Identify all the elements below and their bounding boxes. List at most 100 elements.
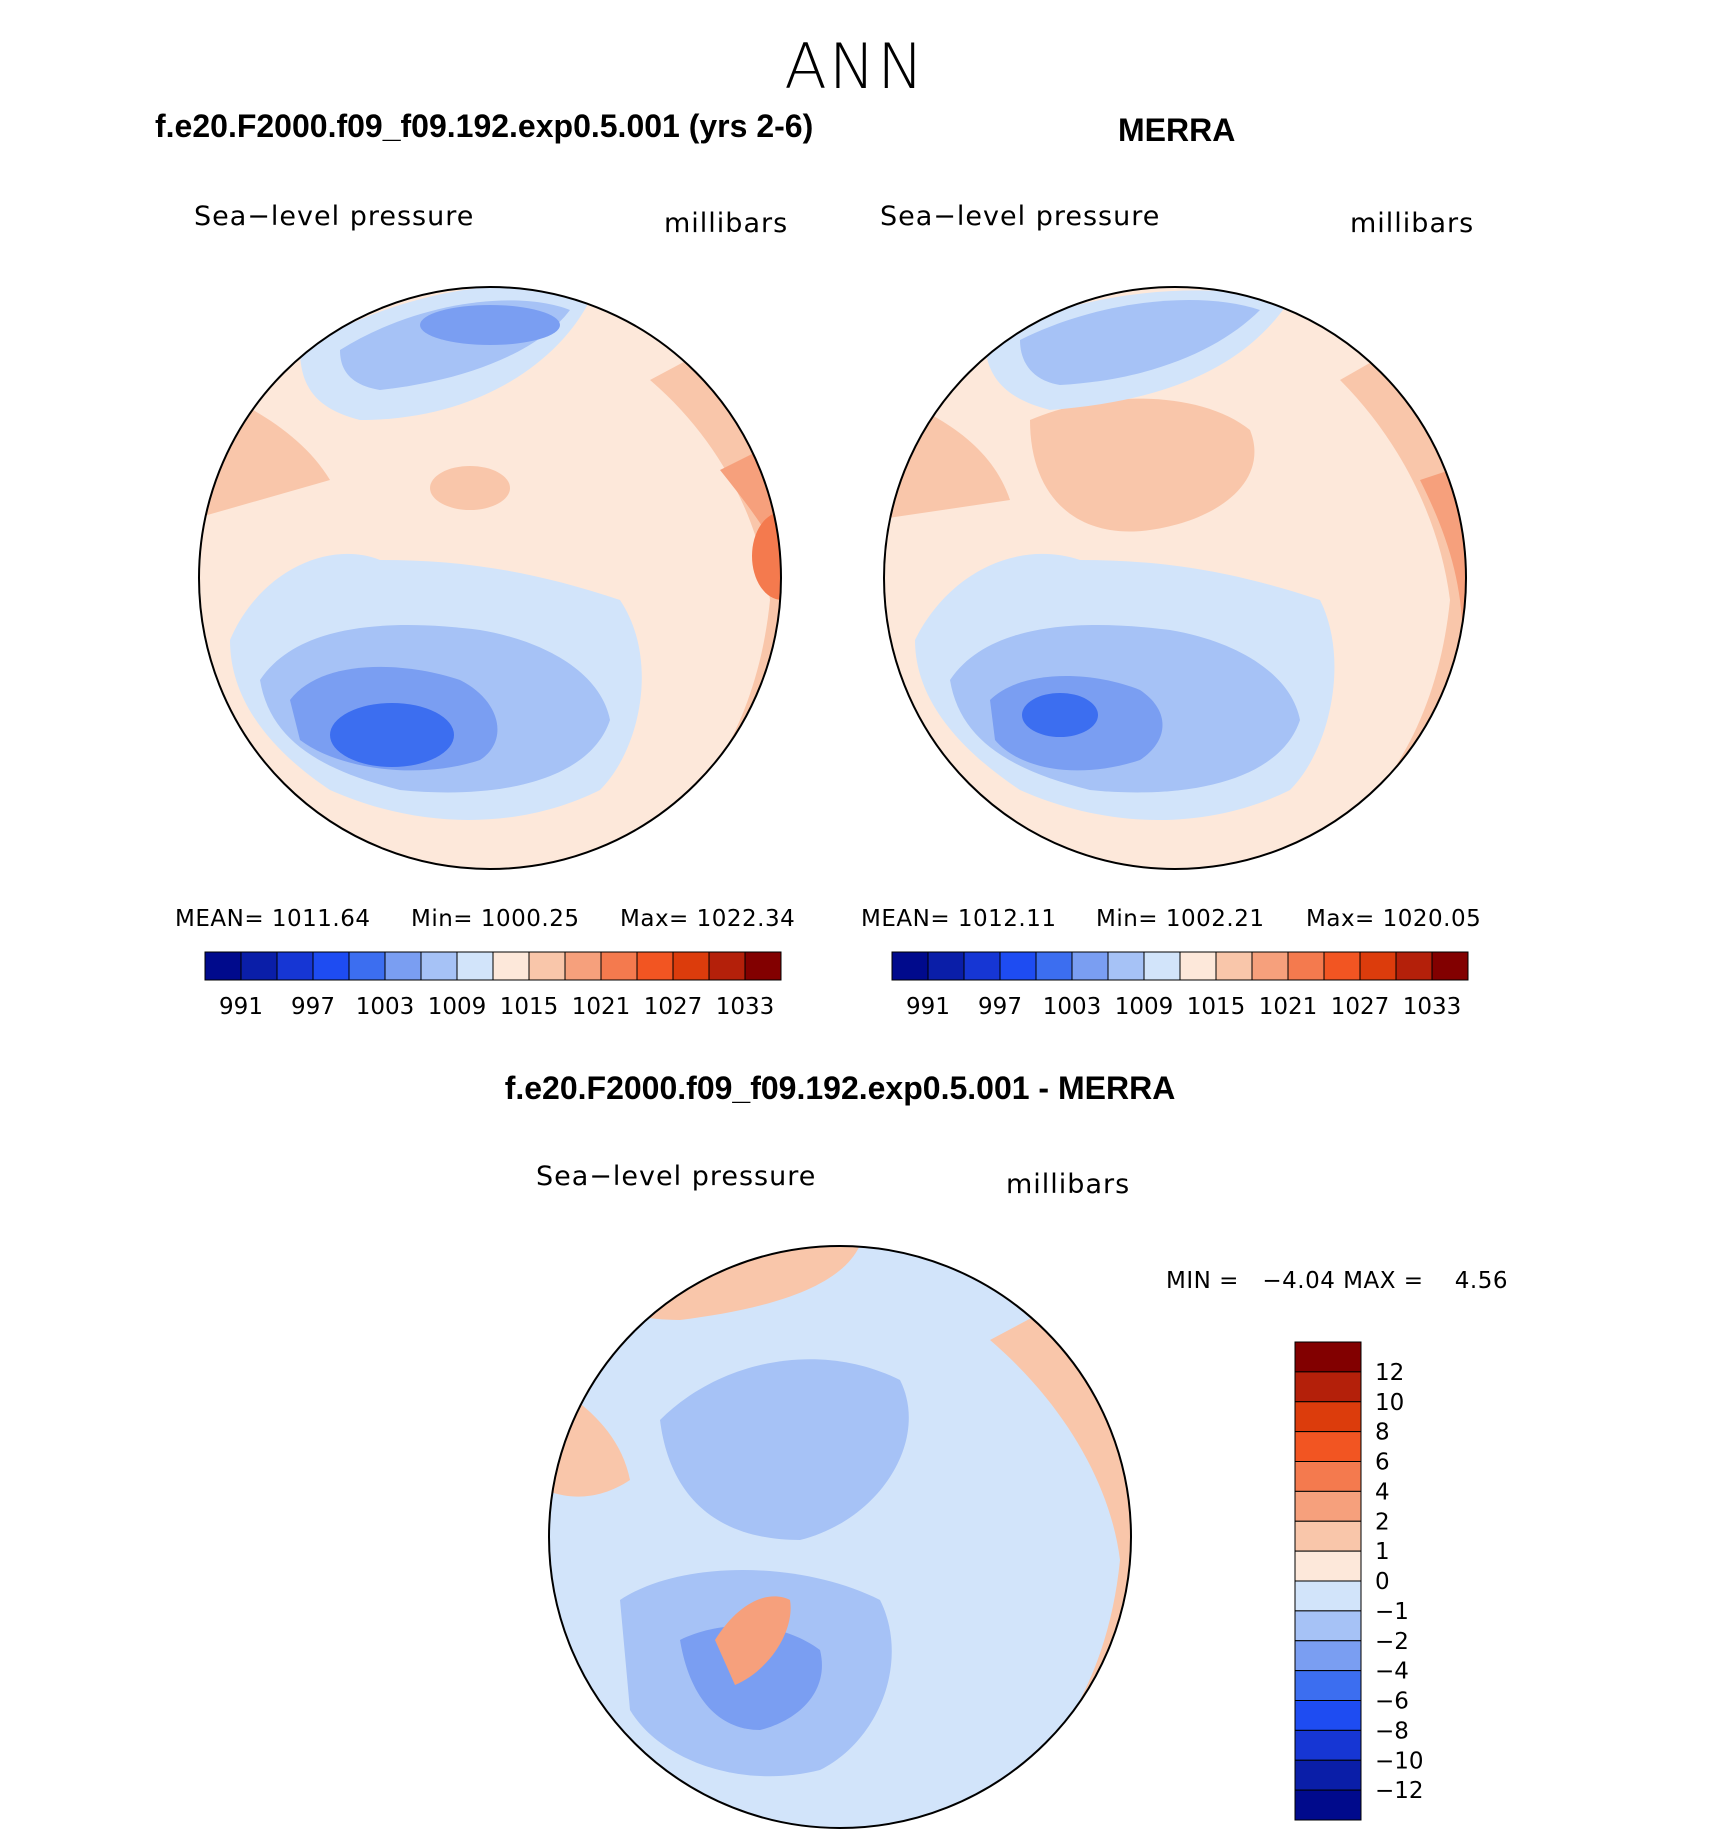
diff-colorbar-box <box>1294 1729 1362 1761</box>
model-min-label: Min= 1000.25 <box>411 906 580 932</box>
obs-field-low-atlantic-core <box>1022 693 1098 737</box>
obs-colorbar-tick-label: 1015 <box>1187 994 1246 1020</box>
diff-colorbar-tick-label: −2 <box>1375 1629 1409 1655</box>
diff-field-neg-atlantic-core <box>680 1626 822 1730</box>
diff-colorbar-box <box>1294 1431 1362 1462</box>
obs-variable-label: Sea−level pressure <box>880 201 1161 232</box>
model-panel-title: f.e20.F2000.f09_f09.192.exp0.5.001 (yrs … <box>155 108 814 144</box>
model-colorbar-box <box>204 951 242 981</box>
model-colorbar-box <box>492 951 530 981</box>
diff-colorbar-tick-label: −1 <box>1375 1599 1409 1625</box>
diff-colorbar-tick-label: 8 <box>1375 1420 1390 1446</box>
obs-colorbar-box <box>1359 951 1397 981</box>
obs-mean-label: MEAN= 1012.11 <box>861 906 1057 932</box>
diff-colorbar-box <box>1294 1371 1362 1403</box>
obs-panel-title: MERRA <box>1118 112 1236 148</box>
model-colorbar-box <box>240 951 278 981</box>
model-colorbar-box <box>384 951 422 981</box>
diff-colorbar-box <box>1294 1580 1362 1612</box>
model-colorbar-box <box>708 951 746 981</box>
obs-colorbar-tick-label: 1033 <box>1403 994 1462 1020</box>
model-colorbar-tick-label: 1015 <box>500 994 559 1020</box>
model-max-label: Max= 1022.34 <box>620 906 796 932</box>
obs-field-high-central <box>1030 398 1255 532</box>
model-colorbar-box <box>564 951 602 981</box>
diff-colorbar-tick-label: 2 <box>1375 1509 1390 1535</box>
model-map-border <box>198 286 782 870</box>
diff-colorbar-tick-label: 12 <box>1375 1360 1404 1386</box>
model-colorbar-tick-label: 991 <box>219 994 263 1020</box>
diff-map-border <box>548 1245 1132 1829</box>
diff-units-label: millibars <box>1006 1169 1131 1200</box>
diff-colorbar-tick-label: 1 <box>1375 1539 1390 1565</box>
diff-colorbar-tick-label: −12 <box>1375 1778 1424 1804</box>
obs-max-label: Max= 1020.05 <box>1306 906 1482 932</box>
diff-colorbar-box <box>1294 1640 1362 1672</box>
obs-colorbar-box <box>963 951 1001 981</box>
model-mean-label: MEAN= 1011.64 <box>175 906 371 932</box>
model-units-label: millibars <box>664 208 789 239</box>
diff-colorbar-box <box>1294 1490 1362 1522</box>
diff-colorbar-box <box>1294 1550 1362 1582</box>
diff-colorbar-tick-label: −10 <box>1375 1748 1424 1774</box>
diff-colorbar-box <box>1294 1759 1362 1791</box>
model-field-high-central <box>430 466 510 510</box>
model-colorbar-box <box>456 951 494 981</box>
obs-colorbar-tick-label: 991 <box>906 994 950 1020</box>
diff-colorbar-tick-label: 0 <box>1375 1569 1390 1595</box>
model-colorbar-box <box>420 951 458 981</box>
obs-colorbar-box <box>1323 951 1361 981</box>
diff-colorbar-box <box>1294 1341 1362 1373</box>
diff-colorbar-tick-label: 4 <box>1375 1479 1390 1505</box>
model-colorbar-tick-label: 997 <box>291 994 335 1020</box>
model-colorbar: 991 997 1003 1009 1015 1021 1027 1033 <box>204 951 782 1020</box>
obs-units-label: millibars <box>1350 208 1475 239</box>
diff-colorbar-tick-label: −4 <box>1375 1659 1409 1685</box>
diff-colorbar-tick-label: 10 <box>1375 1390 1404 1416</box>
obs-map-border <box>883 286 1467 870</box>
model-field-low-atlantic-core <box>330 703 454 767</box>
obs-colorbar-box <box>1431 951 1469 981</box>
obs-colorbar-box <box>1143 951 1181 981</box>
model-colorbar-tick-label: 1033 <box>716 994 775 1020</box>
model-field-high-core <box>752 512 781 600</box>
diff-field-pos-greenland-core <box>715 1596 791 1685</box>
diff-panel-title: f.e20.F2000.f09_f09.192.exp0.5.001 - MER… <box>504 1070 1176 1106</box>
diff-minmax-label: MIN = −4.04 MAX = 4.56 <box>1166 1268 1509 1294</box>
model-variable-label: Sea−level pressure <box>194 201 475 232</box>
diff-variable-label: Sea−level pressure <box>536 1161 817 1192</box>
obs-colorbar-box <box>1071 951 1109 981</box>
obs-colorbar: 991 997 1003 1009 1015 1021 1027 1033 <box>891 951 1469 1020</box>
diff-colorbar-box <box>1294 1401 1362 1433</box>
diff-colorbar-tick-label: 6 <box>1375 1450 1390 1476</box>
model-colorbar-box <box>744 951 782 981</box>
model-colorbar-box <box>348 951 386 981</box>
diff-colorbar-box <box>1294 1461 1362 1492</box>
obs-colorbar-box <box>927 951 965 981</box>
model-field-low-pacific-core <box>420 305 560 345</box>
obs-colorbar-box <box>999 951 1037 981</box>
obs-colorbar-tick-label: 1027 <box>1331 994 1390 1020</box>
page-title: ANN <box>784 30 926 103</box>
diff-colorbar-box <box>1294 1700 1362 1731</box>
obs-min-label: Min= 1002.21 <box>1096 906 1265 932</box>
diff-colorbar-tick-label: −8 <box>1375 1718 1409 1744</box>
obs-field-low-pacific-2 <box>1020 300 1260 385</box>
model-colorbar-box <box>312 951 350 981</box>
diff-colorbar-tick-label: −6 <box>1375 1689 1409 1715</box>
diff-colorbar-box <box>1294 1520 1362 1552</box>
model-colorbar-box <box>276 951 314 981</box>
diff-map <box>549 1246 1131 1828</box>
obs-colorbar-tick-label: 1021 <box>1259 994 1318 1020</box>
model-colorbar-box <box>528 951 566 981</box>
obs-colorbar-box <box>1035 951 1073 981</box>
model-colorbar-box <box>672 951 710 981</box>
model-colorbar-box <box>600 951 638 981</box>
obs-map <box>884 287 1466 869</box>
obs-colorbar-box <box>1107 951 1145 981</box>
diff-colorbar-box <box>1294 1610 1362 1642</box>
obs-colorbar-tick-label: 1009 <box>1115 994 1174 1020</box>
obs-colorbar-box <box>1251 951 1289 981</box>
diff-colorbar-box <box>1294 1789 1362 1821</box>
